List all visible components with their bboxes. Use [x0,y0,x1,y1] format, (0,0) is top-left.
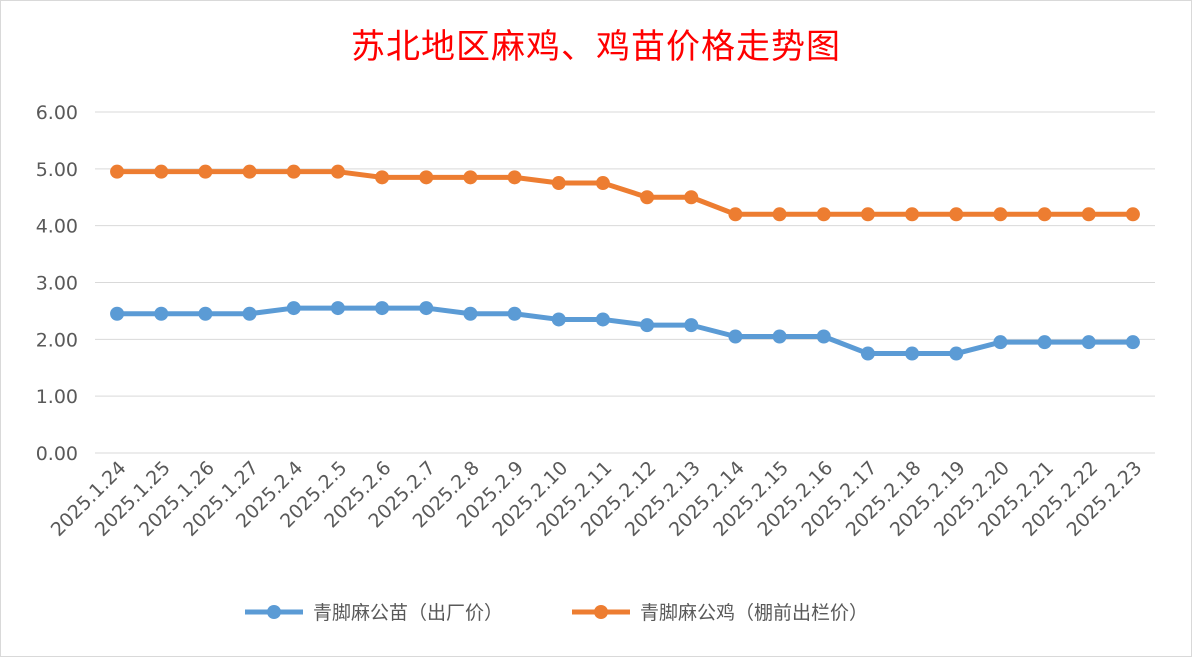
data-point [728,207,743,222]
data-point [375,301,390,316]
data-point [110,306,125,321]
chart-title: 苏北地区麻鸡、鸡苗价格走势图 [351,27,841,67]
data-point [286,164,301,179]
series-line [117,305,1133,357]
data-point [816,207,831,222]
data-point [154,306,169,321]
y-tick-label: 5.00 [36,159,78,181]
data-point [1037,335,1052,350]
data-point [640,190,655,205]
data-point [242,306,257,321]
data-point [772,207,787,222]
y-tick-label: 3.00 [36,273,78,295]
data-point [551,312,566,327]
y-axis-ticks: 0.00 1.00 2.00 3.00 4.00 5.00 6.00 [36,102,78,465]
data-point [110,164,125,179]
data-point [772,329,787,344]
data-point [330,164,345,179]
data-point [507,306,522,321]
data-point [551,176,566,191]
data-point [507,170,522,185]
y-tick-label: 2.00 [36,329,78,351]
data-point [905,346,920,361]
data-point [286,301,301,316]
data-point [640,318,655,333]
data-point [463,170,478,185]
legend-swatch-marker [594,605,608,619]
x-axis-ticks: 2025.1.242025.1.252025.1.262025.1.272025… [47,457,1147,541]
data-point [198,164,213,179]
data-point [949,207,964,222]
data-point [1081,207,1096,222]
data-point [684,318,699,333]
data-point [419,301,434,316]
data-point [949,346,964,361]
data-point [993,207,1008,222]
legend-item: 青脚麻公苗（出厂价） [245,602,503,624]
legend-item: 青脚麻公鸡（棚前出栏价） [572,602,868,624]
data-point [375,170,390,185]
data-point [816,329,831,344]
data-point [595,312,610,327]
data-point [1037,207,1052,222]
data-point [728,329,743,344]
data-point [330,301,345,316]
series-line [117,169,1133,217]
data-point [993,335,1008,350]
data-point [198,306,213,321]
y-tick-label: 4.00 [36,216,78,238]
data-point [242,164,257,179]
legend-label: 青脚麻公鸡（棚前出栏价） [640,602,868,624]
data-point [463,306,478,321]
data-point [1125,335,1140,350]
series-1 [110,301,1140,361]
gridlines [95,111,1155,454]
data-point [595,176,610,191]
series-2 [110,164,1140,222]
data-point [905,207,920,222]
y-tick-label: 0.00 [36,443,78,465]
data-point [154,164,169,179]
data-point [1081,335,1096,350]
legend-swatch-marker [267,605,281,619]
data-point [419,170,434,185]
data-point [860,207,875,222]
legend-label: 青脚麻公苗（出厂价） [313,602,503,624]
data-point [1125,207,1140,222]
data-point [684,190,699,205]
data-point [860,346,875,361]
y-tick-label: 1.00 [36,386,78,408]
y-tick-label: 6.00 [36,102,78,124]
series-lines [110,164,1140,361]
legend: 青脚麻公苗（出厂价） 青脚麻公鸡（棚前出栏价） [245,602,868,624]
